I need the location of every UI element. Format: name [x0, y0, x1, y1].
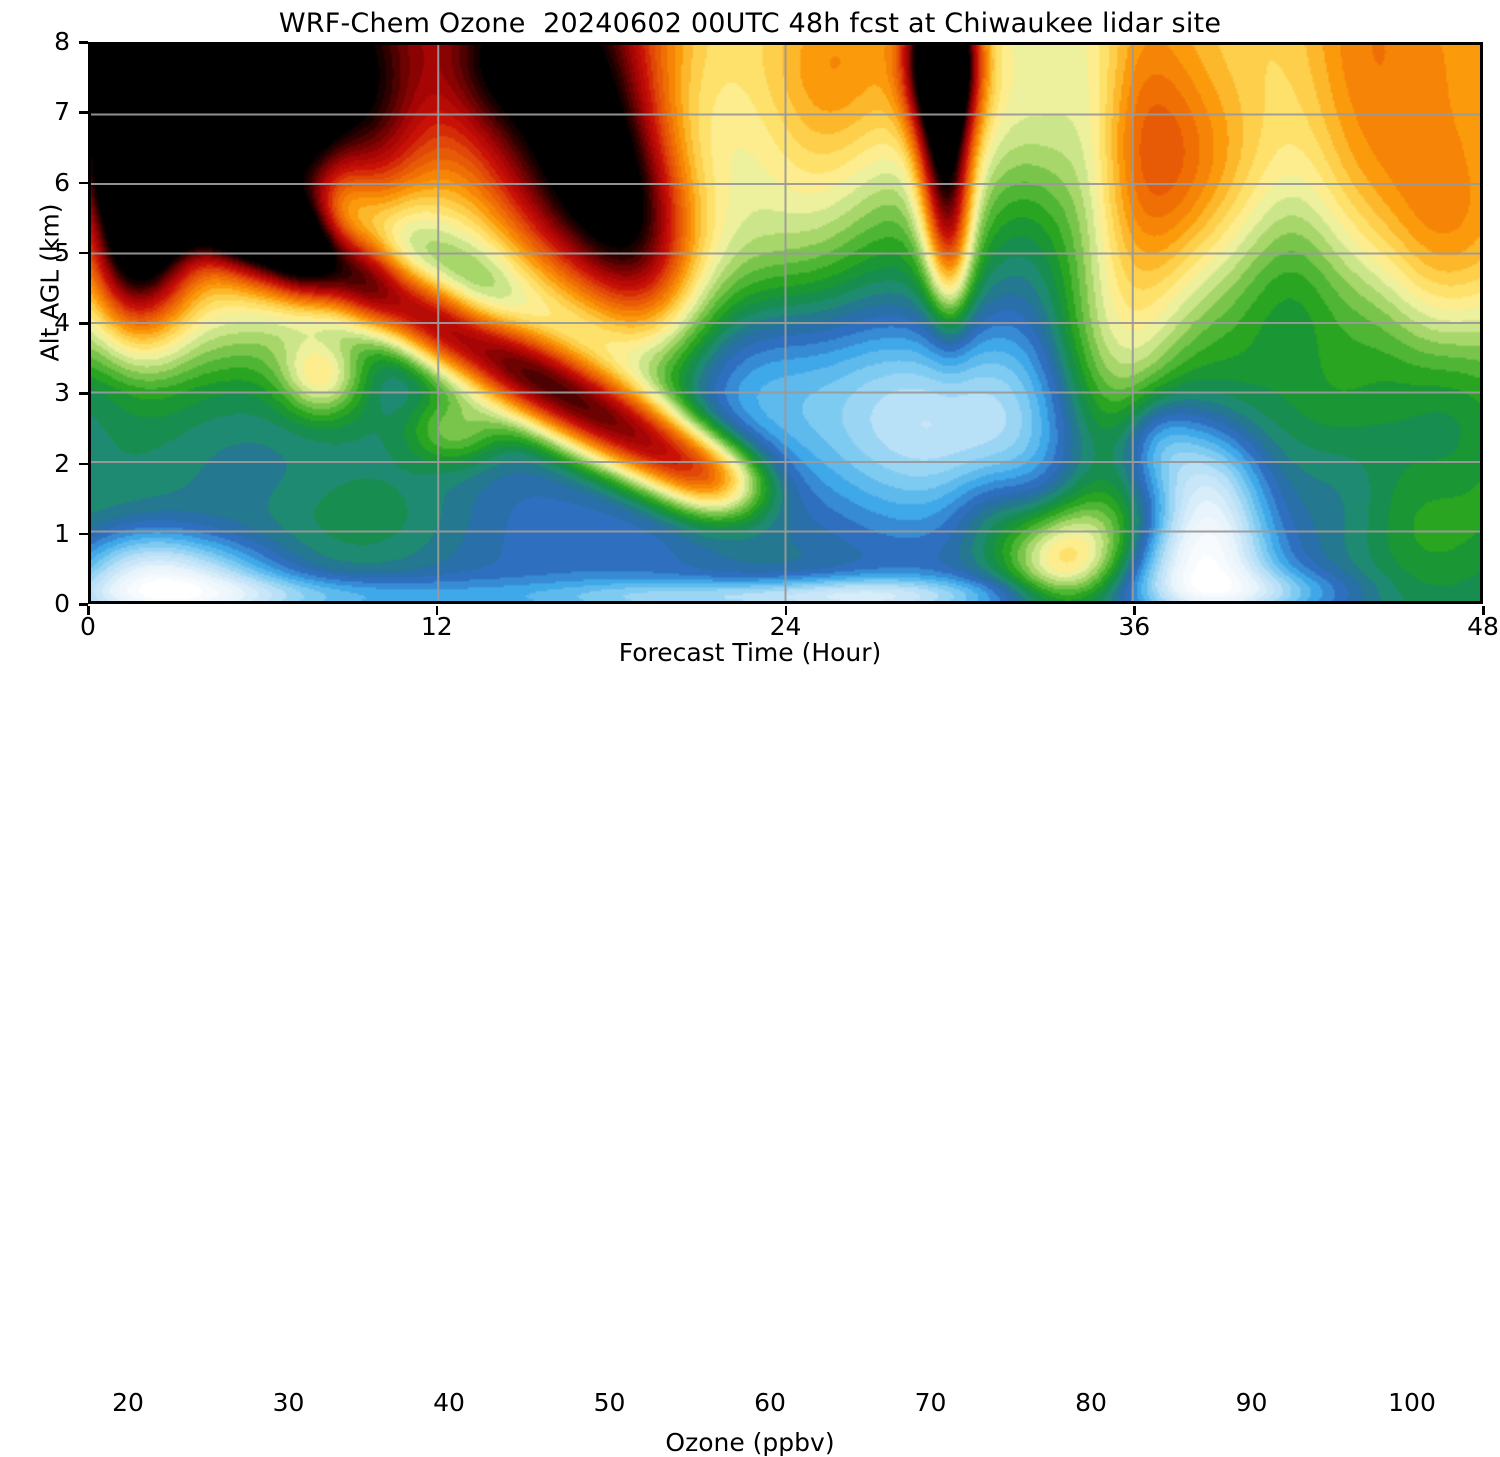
- x-tick-mark-36: [1133, 606, 1136, 615]
- y-tick-mark-8: [79, 41, 88, 44]
- y-tick-label-5: 5: [54, 237, 70, 267]
- y-tick-label-8: 8: [54, 27, 70, 56]
- y-tick-mark-1: [79, 532, 88, 536]
- gridlines: [91, 45, 1480, 601]
- colorbar-tick-label-20: 20: [112, 1388, 144, 1417]
- colorbar-tick-label-40: 40: [433, 1388, 465, 1417]
- colorbar-tick-label-50: 50: [593, 1388, 626, 1417]
- y-tick-label-0: 0: [54, 589, 70, 618]
- colorbar-label: Ozone (ppbv): [665, 1428, 835, 1457]
- colorbar-tick-label-80: 80: [1075, 1388, 1107, 1417]
- y-tick-label-3: 3: [54, 378, 70, 408]
- x-axis-ticks: 0 12 24 36 48: [80, 606, 1499, 641]
- colorbar-tick-label-70: 70: [914, 1388, 947, 1417]
- colorbar-tick-label-100: 100: [1388, 1388, 1436, 1417]
- y-tick-label-4: 4: [54, 308, 70, 337]
- x-tick-mark-12: [435, 606, 439, 615]
- colorbar: Ozone (ppbv) 20 30 40 50 60 70 80 90 100: [0, 676, 1500, 1457]
- y-tick-mark-6: [79, 181, 88, 184]
- x-axis-label: Forecast Time (Hour): [618, 638, 882, 667]
- y-tick-mark-0: [79, 603, 88, 606]
- y-tick-label-2: 2: [54, 448, 70, 478]
- x-tick-mark-48: [1482, 606, 1485, 615]
- x-tick-label-0: 0: [80, 612, 96, 641]
- y-axis-ticks: 0 1 2 3 4 5 6 7 8: [54, 27, 88, 618]
- x-tick-label-12: 12: [420, 612, 453, 641]
- page-title: WRF-Chem Ozone 20240602 00UTC 48h fcst a…: [278, 8, 1222, 39]
- y-tick-mark-3: [79, 392, 88, 395]
- colorbar-tick-label-90: 90: [1235, 1388, 1268, 1417]
- colorbar-tick-label-60: 60: [754, 1388, 786, 1417]
- y-tick-mark-5: [79, 251, 88, 255]
- y-tick-mark-7: [79, 111, 88, 114]
- x-tick-mark-0: [87, 606, 90, 615]
- y-tick-label-7: 7: [54, 97, 70, 127]
- contour-plot-panel: [88, 42, 1483, 604]
- x-tick-label-24: 24: [769, 612, 802, 641]
- y-tick-mark-4: [79, 322, 88, 325]
- x-tick-mark-24: [784, 606, 787, 615]
- y-tick-label-6: 6: [54, 167, 70, 197]
- y-tick-label-1: 1: [54, 518, 70, 548]
- x-tick-label-48: 48: [1467, 612, 1499, 641]
- x-tick-label-36: 36: [1118, 612, 1151, 641]
- colorbar-gradient: [0, 676, 1500, 800]
- y-axis-label: Alt AGL (km): [35, 203, 65, 362]
- colorbar-tick-label-30: 30: [272, 1388, 305, 1417]
- y-tick-mark-2: [79, 462, 88, 465]
